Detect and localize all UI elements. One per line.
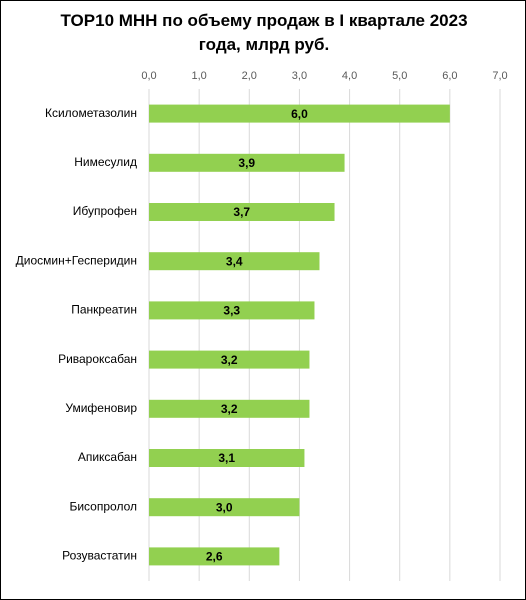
data-label: 3,4 bbox=[226, 254, 243, 268]
x-tick-label: 0,0 bbox=[141, 70, 156, 82]
data-label: 3,0 bbox=[216, 500, 233, 514]
bar bbox=[149, 252, 320, 271]
y-tick-label: Ривароксабан bbox=[58, 352, 137, 366]
bar bbox=[149, 104, 450, 123]
y-tick-label: Ксилометазолин bbox=[45, 106, 137, 120]
bar bbox=[149, 498, 300, 517]
data-label: 2,6 bbox=[206, 550, 223, 564]
bar bbox=[149, 449, 305, 467]
y-tick-label: Умифеновир bbox=[65, 401, 137, 415]
y-tick-label: Панкреатин bbox=[71, 303, 137, 317]
x-tick-label: 5,0 bbox=[392, 70, 407, 82]
y-tick-label: Нимесулид bbox=[74, 155, 137, 169]
x-tick-label: 7,0 bbox=[492, 70, 507, 82]
data-label: 3,1 bbox=[218, 451, 235, 465]
x-tick-label: 4,0 bbox=[342, 70, 357, 82]
data-label: 3,2 bbox=[221, 402, 238, 416]
x-tick-label: 1,0 bbox=[191, 70, 206, 82]
bar bbox=[149, 203, 335, 221]
data-label: 3,9 bbox=[238, 156, 255, 170]
data-label: 3,7 bbox=[233, 205, 250, 219]
bar bbox=[149, 547, 280, 566]
bar bbox=[149, 350, 310, 369]
y-tick-label: Бисопролол bbox=[69, 499, 137, 513]
data-label: 3,2 bbox=[221, 353, 238, 367]
bar bbox=[149, 153, 345, 172]
data-label: 3,3 bbox=[223, 304, 240, 318]
y-tick-label: Ибупрофен bbox=[73, 204, 137, 218]
x-tick-label: 2,0 bbox=[242, 70, 257, 82]
bar bbox=[149, 301, 315, 320]
y-tick-label: Апиксабан bbox=[78, 450, 137, 464]
x-tick-label: 3,0 bbox=[292, 70, 307, 82]
chart-title: TOP10 МНН по объему продаж в I квартале … bbox=[60, 11, 468, 54]
bar bbox=[149, 399, 310, 418]
y-tick-label: Розувастатин bbox=[62, 549, 137, 563]
data-label: 6,0 bbox=[291, 107, 308, 121]
y-tick-label: Диосмин+Гесперидин bbox=[16, 253, 137, 267]
x-tick-label: 6,0 bbox=[442, 70, 457, 82]
